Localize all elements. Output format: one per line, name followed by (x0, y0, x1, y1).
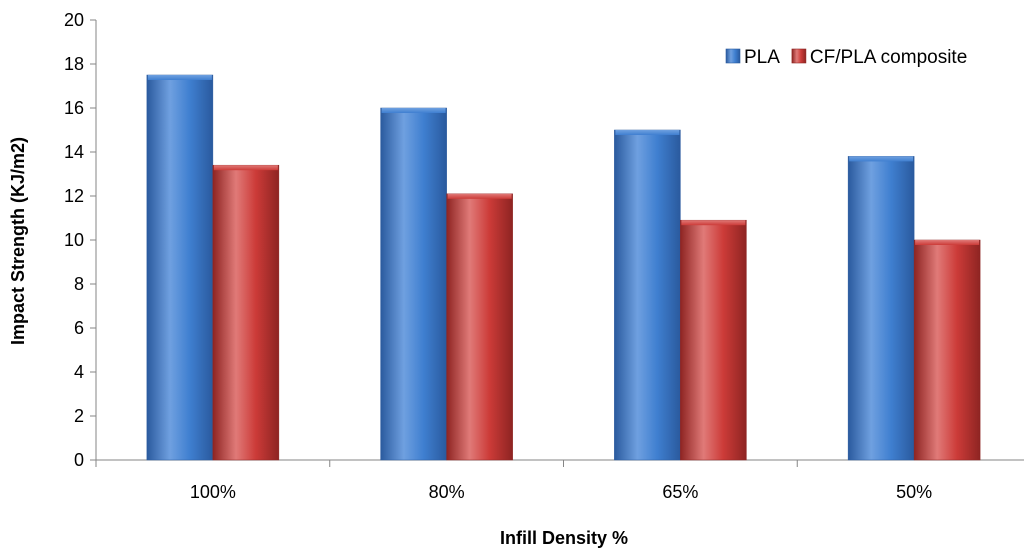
legend-swatch (725, 48, 741, 64)
y-axis-title: Impact Strength (KJ/m2) (8, 137, 28, 345)
legend-label: PLA (744, 47, 780, 68)
x-axis-title: Infill Density % (500, 528, 628, 548)
bar-cap-cf-pla-composite-80 (447, 193, 512, 199)
x-axis: 100% 80% 65% 50% (95, 459, 1024, 502)
y-tick-label: 4 (74, 362, 84, 382)
y-tick-label: 8 (74, 274, 84, 294)
x-tick-label: 50% (896, 482, 932, 502)
bar-cap-cf-pla-composite-65 (681, 220, 746, 226)
bar-cap-pla-80 (381, 108, 446, 113)
legend-swatch (791, 48, 807, 64)
x-tick-label: 100% (190, 482, 236, 502)
y-tick-label: 2 (74, 406, 84, 426)
y-tick-label: 12 (64, 186, 84, 206)
bar-pla-50 (847, 156, 915, 461)
x-tick-label: 65% (662, 482, 698, 502)
bar-cf-pla-composite-50 (913, 239, 981, 461)
bar-cap-pla-50 (849, 156, 914, 162)
bar-cap-cf-pla-composite-50 (915, 240, 980, 245)
bar-pla-100 (146, 74, 214, 461)
bar-cap-pla-100 (147, 75, 212, 80)
legend: PLA CF/PLA composite (725, 47, 967, 68)
bar-pla-80 (380, 107, 447, 461)
x-tick-label: 80% (429, 482, 465, 502)
bars (146, 74, 981, 461)
y-tick-label: 20 (64, 10, 84, 30)
y-tick-label: 6 (74, 318, 84, 338)
legend-label: CF/PLA composite (810, 47, 967, 68)
y-tick-label: 10 (64, 230, 84, 250)
y-tick-label: 14 (64, 142, 84, 162)
bar-cap-cf-pla-composite-100 (213, 165, 278, 171)
bar-pla-65 (614, 129, 681, 461)
y-tick-label: 18 (64, 54, 84, 74)
bar-cf-pla-composite-80 (446, 193, 513, 461)
y-axis: 0 2 4 6 8 10 12 14 16 18 20 (64, 10, 97, 470)
bar-cf-pla-composite-100 (212, 164, 280, 461)
bar-cap-pla-65 (615, 130, 680, 135)
y-tick-label: 16 (64, 98, 84, 118)
bar-cf-pla-composite-65 (680, 219, 747, 461)
y-tick-label: 0 (74, 450, 84, 470)
